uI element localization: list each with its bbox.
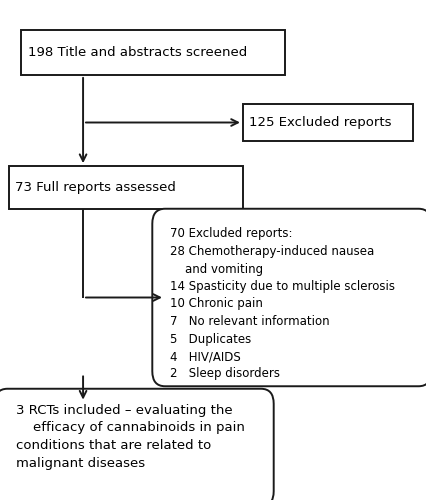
FancyBboxPatch shape <box>243 104 413 141</box>
Text: 73 Full reports assessed: 73 Full reports assessed <box>15 181 176 194</box>
Text: 70 Excluded reports:
28 Chemotherapy-induced nausea
    and vomiting
14 Spastici: 70 Excluded reports: 28 Chemotherapy-ind… <box>170 228 395 380</box>
FancyBboxPatch shape <box>0 389 274 500</box>
Text: 198 Title and abstracts screened: 198 Title and abstracts screened <box>28 46 247 59</box>
Text: 125 Excluded reports: 125 Excluded reports <box>249 116 392 129</box>
FancyBboxPatch shape <box>21 30 285 75</box>
FancyBboxPatch shape <box>9 166 243 209</box>
FancyBboxPatch shape <box>153 209 426 386</box>
Text: 3 RCTs included – evaluating the
    efficacy of cannabinoids in pain
conditions: 3 RCTs included – evaluating the efficac… <box>16 404 245 469</box>
